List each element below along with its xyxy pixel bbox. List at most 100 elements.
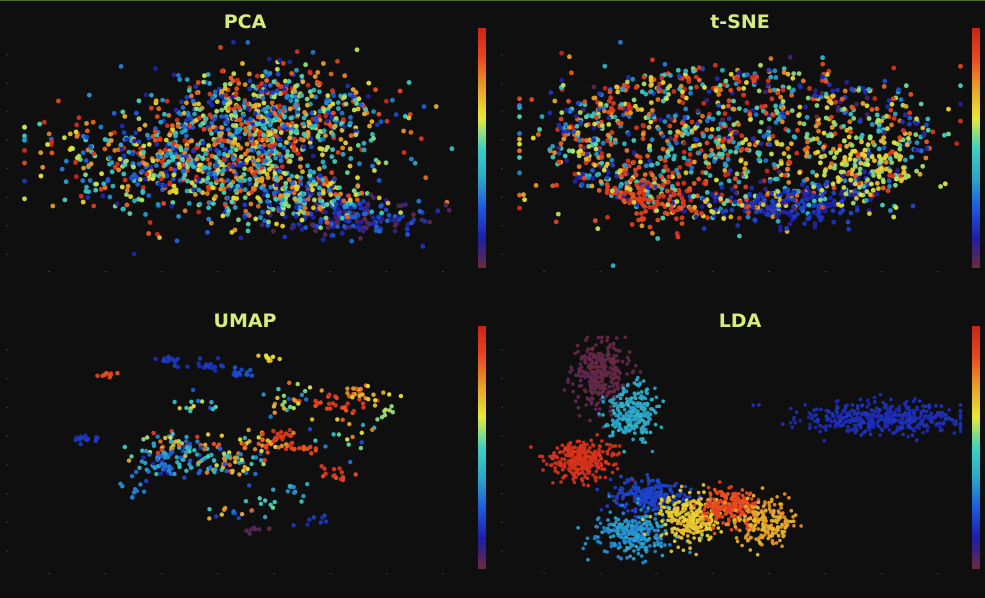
data-point — [594, 479, 598, 483]
data-point — [351, 408, 357, 414]
data-point — [818, 154, 824, 160]
data-point — [889, 101, 895, 107]
data-point — [922, 416, 927, 420]
data-point — [297, 197, 303, 202]
data-point — [942, 132, 947, 138]
data-point — [182, 208, 188, 214]
data-point — [336, 432, 342, 437]
data-point — [157, 149, 163, 154]
data-point — [278, 137, 284, 143]
data-point — [681, 155, 687, 161]
data-point — [175, 154, 180, 160]
data-point — [244, 141, 250, 147]
data-point — [585, 462, 589, 466]
data-point — [644, 427, 648, 432]
data-point — [361, 405, 366, 410]
data-point — [163, 162, 168, 167]
data-point — [794, 192, 800, 198]
data-point — [831, 190, 837, 196]
data-point — [629, 422, 633, 427]
data-point — [323, 215, 329, 221]
data-point — [305, 102, 310, 108]
data-point — [639, 89, 645, 95]
data-point — [124, 202, 130, 208]
data-point — [856, 181, 862, 186]
data-point — [209, 102, 215, 108]
data-point — [645, 184, 651, 190]
data-point — [583, 475, 587, 479]
data-point — [170, 145, 176, 151]
data-point — [887, 156, 893, 161]
data-point — [302, 205, 308, 211]
data-point — [610, 263, 616, 269]
data-point — [185, 178, 190, 184]
data-point — [565, 453, 570, 457]
data-point — [287, 483, 292, 489]
y-tick — [501, 406, 503, 408]
data-point — [835, 202, 841, 207]
data-point — [277, 356, 282, 362]
data-point — [335, 195, 341, 201]
data-point — [865, 177, 871, 183]
data-point — [625, 362, 629, 366]
data-point — [584, 338, 588, 342]
data-point — [555, 211, 561, 217]
data-point — [225, 127, 231, 133]
data-point — [887, 168, 893, 174]
data-point — [815, 149, 821, 155]
data-point — [593, 365, 597, 369]
data-point — [618, 416, 622, 421]
data-point — [119, 146, 125, 152]
data-point — [639, 223, 645, 229]
data-point — [860, 86, 866, 91]
data-point — [574, 457, 579, 461]
data-point — [122, 177, 128, 183]
data-point — [676, 174, 682, 179]
data-point — [613, 444, 618, 448]
data-point — [342, 94, 347, 100]
data-point — [313, 118, 319, 124]
data-point — [754, 105, 760, 111]
data-point — [140, 154, 146, 160]
data-point — [812, 408, 816, 413]
data-point — [264, 78, 269, 83]
data-point — [655, 217, 661, 223]
data-point — [576, 349, 580, 354]
data-point — [241, 112, 247, 118]
data-point — [640, 136, 646, 142]
data-point — [837, 147, 843, 153]
data-point — [903, 112, 908, 118]
data-point — [522, 197, 527, 203]
data-point — [347, 197, 353, 203]
data-point — [789, 92, 794, 98]
y-tick — [501, 550, 503, 552]
data-point — [605, 338, 609, 343]
data-point — [192, 192, 198, 197]
data-point — [210, 407, 216, 412]
data-point — [575, 175, 580, 180]
data-point — [174, 238, 180, 244]
data-point — [183, 453, 188, 459]
data-point — [122, 444, 128, 450]
data-point — [804, 153, 809, 159]
data-point — [173, 359, 178, 364]
data-point — [679, 215, 685, 221]
data-point — [897, 146, 903, 152]
data-point — [832, 198, 837, 204]
data-point — [611, 346, 616, 350]
data-point — [958, 101, 963, 107]
data-point — [608, 95, 614, 101]
data-point — [218, 45, 223, 50]
y-tick — [6, 139, 8, 141]
data-point — [891, 116, 897, 121]
data-point — [893, 151, 899, 157]
data-point — [273, 177, 279, 182]
data-point — [408, 220, 414, 226]
data-point — [376, 178, 382, 183]
data-point — [127, 211, 133, 217]
data-point — [308, 444, 313, 450]
data-point — [63, 158, 69, 164]
data-point — [889, 160, 895, 166]
data-point — [768, 56, 774, 61]
data-point — [322, 209, 328, 215]
